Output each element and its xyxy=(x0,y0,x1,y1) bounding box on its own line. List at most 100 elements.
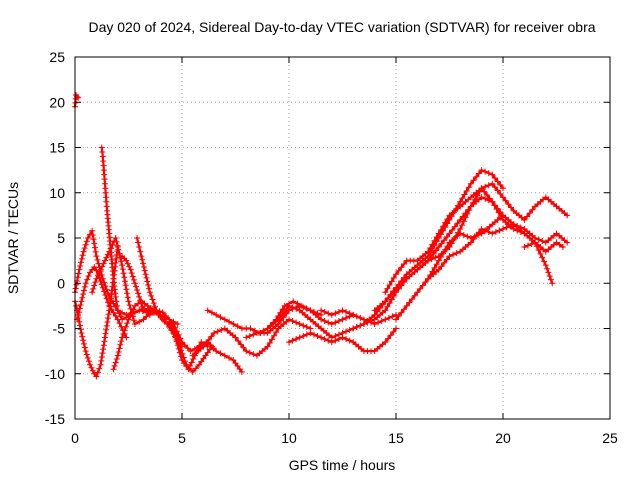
y-tick-label: -5 xyxy=(53,321,66,337)
data-point xyxy=(325,337,332,344)
data-point xyxy=(190,356,197,363)
data-point xyxy=(459,195,466,202)
data-point xyxy=(441,259,448,266)
data-point xyxy=(478,194,485,201)
data-point xyxy=(75,94,82,101)
data-point xyxy=(120,270,127,277)
data-point xyxy=(482,183,489,190)
data-point xyxy=(128,309,135,316)
data-point xyxy=(143,309,150,316)
data-point xyxy=(500,225,506,232)
data-point xyxy=(368,317,375,324)
data-point xyxy=(485,170,492,177)
data-point xyxy=(116,345,123,352)
data-point xyxy=(483,192,490,199)
data-point xyxy=(89,231,96,238)
data-point xyxy=(293,305,300,312)
y-axis-label: SDTVAR / TECUs xyxy=(5,182,21,294)
data-point xyxy=(86,231,93,238)
data-point xyxy=(91,240,98,247)
data-point xyxy=(77,326,84,333)
data-point xyxy=(521,216,528,223)
data-point xyxy=(106,248,113,255)
data-point xyxy=(183,361,190,368)
data-point xyxy=(100,342,107,349)
data-point xyxy=(126,263,133,270)
data-point xyxy=(181,358,188,365)
data-point xyxy=(168,327,175,334)
data-point xyxy=(83,351,90,358)
data-point xyxy=(303,331,310,338)
data-point xyxy=(80,287,87,294)
data-point xyxy=(438,263,445,270)
series-pass-16 xyxy=(286,325,399,355)
data-point xyxy=(172,324,179,331)
data-point xyxy=(435,266,442,273)
data-point xyxy=(417,285,424,292)
data-point xyxy=(497,181,504,188)
data-point xyxy=(142,271,149,278)
data-point xyxy=(325,319,332,326)
data-point xyxy=(524,213,531,220)
y-tick-label: 15 xyxy=(49,140,65,156)
data-point xyxy=(205,336,212,343)
data-point xyxy=(164,320,171,327)
data-point xyxy=(132,283,139,290)
data-point xyxy=(108,306,115,313)
y-tick-label: 10 xyxy=(49,185,65,201)
data-point xyxy=(155,311,162,318)
data-point xyxy=(80,337,87,344)
data-point xyxy=(435,230,442,237)
data-point xyxy=(91,244,98,251)
data-point xyxy=(85,358,92,365)
data-point xyxy=(117,313,124,320)
data-point xyxy=(271,332,278,339)
data-point xyxy=(422,279,429,286)
data-point xyxy=(353,313,360,320)
data-point xyxy=(92,248,99,255)
data-point xyxy=(77,263,84,270)
series-line xyxy=(191,318,312,357)
data-point xyxy=(97,361,104,368)
data-point xyxy=(427,244,434,251)
data-point xyxy=(403,302,410,309)
data-point xyxy=(113,356,120,363)
x-tick-label: 15 xyxy=(388,430,404,446)
data-point xyxy=(442,219,449,226)
data-point xyxy=(91,282,98,289)
data-point xyxy=(204,307,211,314)
data-point xyxy=(202,352,209,359)
data-point xyxy=(273,329,280,336)
data-point xyxy=(493,206,500,213)
data-point xyxy=(115,349,122,356)
axis-ticks xyxy=(74,56,611,420)
data-point xyxy=(136,318,143,325)
data-point xyxy=(75,309,82,316)
data-point xyxy=(177,335,184,342)
data-point xyxy=(393,316,399,323)
data-point xyxy=(96,365,103,372)
data-point xyxy=(172,333,179,340)
data-point xyxy=(419,282,426,289)
data-point xyxy=(100,260,107,267)
data-point xyxy=(318,316,325,323)
data-point xyxy=(286,339,292,346)
data-point xyxy=(478,225,485,232)
data-point xyxy=(186,365,193,372)
data-point xyxy=(343,314,350,321)
data-point xyxy=(108,297,115,304)
data-point xyxy=(303,305,310,312)
series-pass-8 xyxy=(110,298,158,373)
data-point xyxy=(82,280,89,287)
y-tick-label: -15 xyxy=(45,411,65,427)
data-point xyxy=(120,330,127,337)
data-point xyxy=(105,311,112,318)
data-point xyxy=(139,304,146,311)
data-point xyxy=(303,323,310,330)
data-point xyxy=(191,345,198,352)
data-point xyxy=(162,312,169,319)
data-point xyxy=(175,340,182,347)
y-tick-label: 20 xyxy=(49,94,65,110)
data-point xyxy=(134,287,141,294)
data-point xyxy=(343,308,350,315)
